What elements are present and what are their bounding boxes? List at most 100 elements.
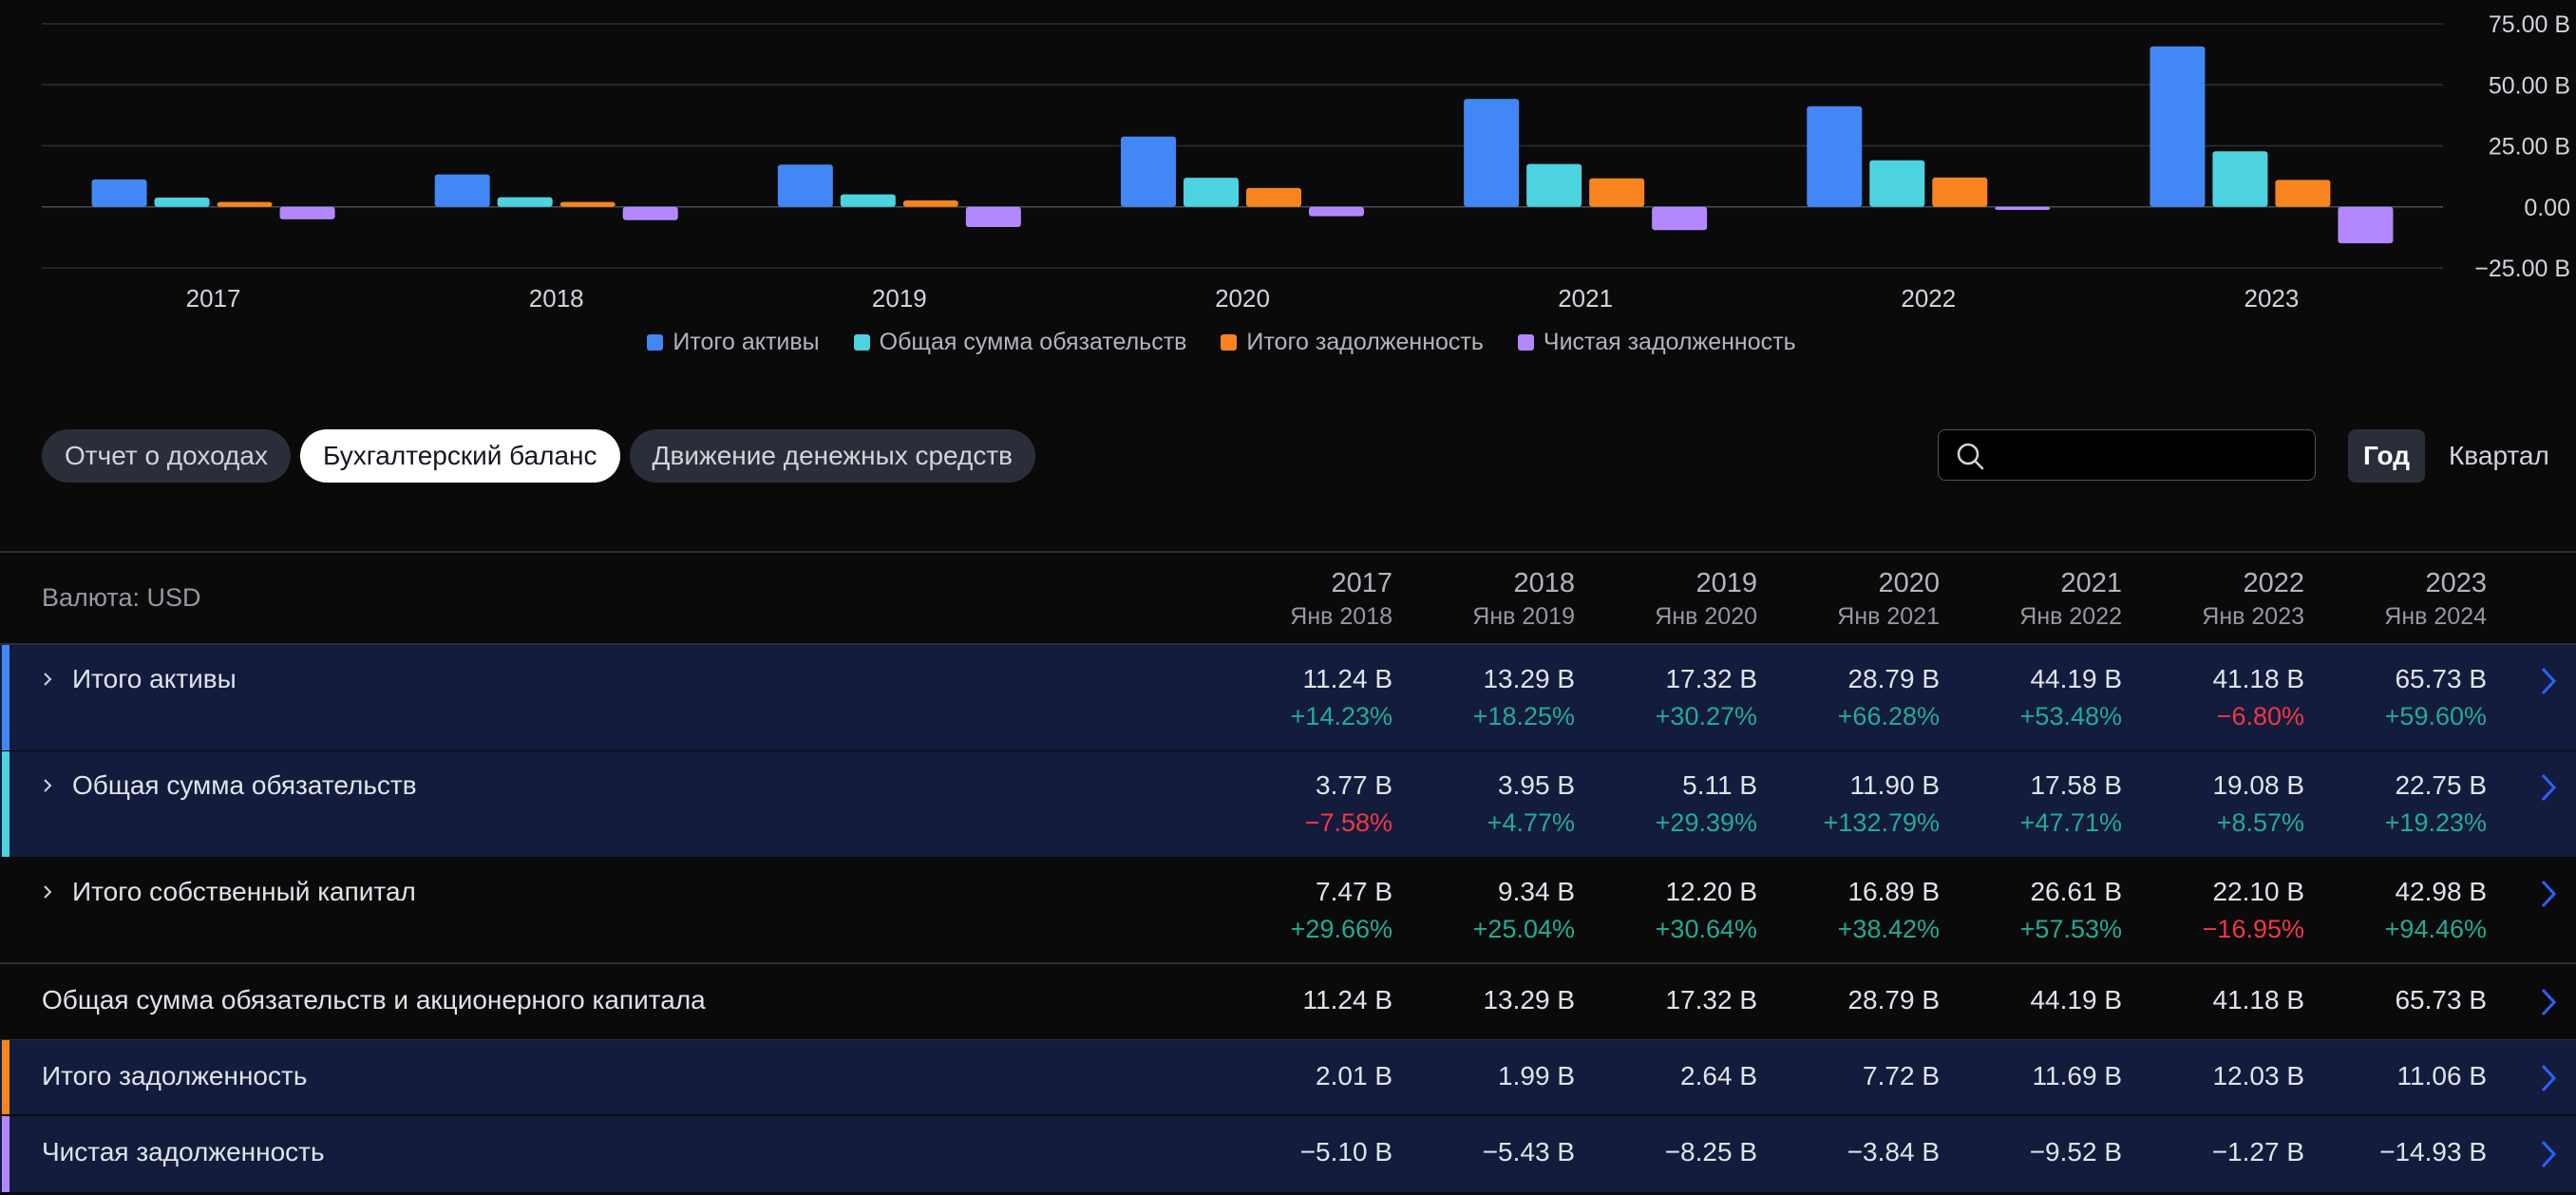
table-cell: 28.79 B +66.28%	[1769, 664, 1940, 731]
cell-change: +19.23%	[2384, 808, 2487, 837]
period-quarter-button[interactable]: Квартал	[2449, 441, 2549, 470]
row-label: Общая сумма обязательств и акционерного …	[42, 985, 706, 1015]
table-cell: −5.10 B	[1222, 1137, 1392, 1167]
period-year-button[interactable]: Год	[2348, 429, 2425, 483]
bar-2020-0	[1121, 136, 1176, 207]
bar-2020-1	[1184, 178, 1239, 207]
y-tick-label: 50.00 B	[2489, 72, 2570, 99]
cell-change: +30.27%	[1655, 702, 1757, 730]
cell-value: −5.43 B	[1482, 1137, 1575, 1167]
table-cell: −8.25 B	[1586, 1137, 1757, 1167]
cell-change: +47.71%	[2019, 808, 2122, 837]
legend-item-total-assets[interactable]: Итого активы	[647, 329, 820, 356]
chevron-right-icon[interactable]	[38, 670, 57, 689]
search-input[interactable]	[1938, 429, 2316, 481]
row-net-debt[interactable]: Чистая задолженность −5.10 B −5.43 B −8.25 …	[0, 1116, 2576, 1192]
cell-change: +25.04%	[1472, 915, 1575, 943]
cell-value: 17.58 B	[2030, 770, 2122, 800]
column-date: Янв 2019	[1472, 603, 1575, 630]
bar-2023-1	[2212, 151, 2268, 207]
cell-value: 22.10 B	[2212, 877, 2304, 906]
cell-change: +29.39%	[1655, 808, 1757, 837]
bar-2023-3	[2338, 206, 2394, 244]
legend-label: Итого активы	[672, 329, 820, 355]
cell-change: +57.53%	[2019, 915, 2122, 943]
chart-legend: Итого активы Общая сумма обязательств Ит…	[0, 329, 2443, 356]
bar-2018-1	[497, 197, 553, 207]
cell-value: 3.77 B	[1316, 770, 1392, 800]
cell-value: 2.64 B	[1680, 1061, 1757, 1091]
row-total-equity[interactable]: Итого собственный капитал 7.47 B +29.66% 9.…	[0, 858, 2576, 961]
row-total-assets[interactable]: Итого активы 11.24 B +14.23% 13.29 B +18.25%…	[0, 645, 2576, 750]
chevron-right-icon[interactable]	[38, 776, 57, 795]
chevron-right-icon[interactable]	[2538, 666, 2559, 696]
column-year: 2019	[1695, 568, 1757, 598]
chevron-right-icon[interactable]	[2538, 987, 2559, 1017]
legend-item-total-liabilities[interactable]: Общая сумма обязательств	[853, 329, 1186, 356]
cell-value: 11.69 B	[2032, 1061, 2122, 1091]
x-tick-label: 2017	[186, 284, 241, 313]
cell-value: 11.24 B	[1302, 985, 1392, 1015]
table-cell: 16.89 B +38.42%	[1769, 877, 1940, 944]
row-total-liabilities[interactable]: Общая сумма обязательств 3.77 B −7.58% 3.95…	[0, 751, 2576, 857]
bar-2017-1	[154, 198, 210, 207]
legend-item-net-debt[interactable]: Чистая задолженность	[1517, 329, 1796, 356]
chevron-right-icon[interactable]	[38, 882, 57, 901]
table-cell: 5.11 B +29.39%	[1586, 770, 1757, 838]
divider	[0, 962, 2576, 964]
y-tick-label: 75.00 B	[2489, 11, 2570, 38]
cell-change: +132.79%	[1823, 808, 1940, 837]
cell-value: −9.52 B	[2029, 1137, 2122, 1167]
chevron-right-icon[interactable]	[2538, 772, 2559, 803]
table-cell: 19.08 B +8.57%	[2133, 770, 2304, 838]
table-cell: 22.75 B +19.23%	[2316, 770, 2487, 838]
bar-2017-2	[217, 201, 273, 207]
cell-value: 12.20 B	[1665, 877, 1757, 906]
table-cell: 13.29 B	[1404, 985, 1575, 1015]
chevron-right-icon[interactable]	[2538, 1139, 2559, 1169]
cell-change: +14.23%	[1290, 702, 1392, 730]
table-cell: 28.79 B	[1769, 985, 1940, 1015]
row-label: Чистая задолженность	[42, 1137, 325, 1167]
chevron-right-icon[interactable]	[2538, 1063, 2559, 1093]
table-cell: 11.90 B +132.79%	[1769, 770, 1940, 838]
cell-value: 41.18 B	[2212, 664, 2304, 693]
legend-label: Итого задолженность	[1246, 329, 1484, 355]
table-cell: 13.29 B +18.25%	[1404, 664, 1575, 731]
y-tick-label: −25.00 B	[2474, 256, 2570, 282]
column-date: Янв 2022	[2019, 603, 2122, 630]
bar-2021-1	[1526, 163, 1582, 207]
cell-value: 41.18 B	[2212, 985, 2304, 1015]
chevron-right-icon[interactable]	[2538, 879, 2559, 909]
tab-income-statement[interactable]: Отчет о доходах	[42, 429, 291, 483]
table-cell: 41.18 B −6.80%	[2133, 664, 2304, 731]
row-total-liabilities-and-equity[interactable]: Общая сумма обязательств и акционерного …	[0, 964, 2576, 1038]
bar-2020-2	[1246, 187, 1301, 207]
column-header-2022: 2022 Янв 2023	[2133, 568, 2304, 631]
table-cell: −1.27 B	[2133, 1137, 2304, 1167]
table-cell: 11.24 B +14.23%	[1222, 664, 1392, 731]
bar-2018-2	[559, 201, 616, 207]
tab-balance-sheet[interactable]: Бухгалтерский баланс	[299, 429, 620, 483]
cell-change: +59.60%	[2384, 702, 2487, 730]
bar-2019-0	[777, 164, 833, 207]
row-total-debt[interactable]: Итого задолженность 2.01 B 1.99 B 2.64 B 7.7…	[0, 1040, 2576, 1114]
table-cell: 12.20 B +30.64%	[1586, 877, 1757, 944]
tab-cash-flow[interactable]: Движение денежных средств	[629, 429, 1036, 483]
balance-bar-chart: 75.00 B 50.00 B 25.00 B 0.00 −25.00 B 2017 201…	[42, 11, 2570, 313]
divider	[0, 551, 2576, 553]
table-cell: 17.58 B +47.71%	[1951, 770, 2122, 838]
table-cell: −14.93 B	[2316, 1137, 2487, 1167]
bar-2023-0	[2150, 46, 2206, 207]
cell-value: 13.29 B	[1483, 985, 1575, 1015]
currency-label: Валюта: USD	[42, 583, 201, 612]
statement-tabs: Отчет о доходах Бухгалтерский баланс Дви…	[42, 429, 1036, 483]
column-date: Янв 2021	[1837, 603, 1940, 630]
x-tick-label: 2018	[529, 284, 584, 313]
cell-change: +29.66%	[1290, 915, 1392, 943]
legend-item-total-debt[interactable]: Итого задолженность	[1221, 329, 1484, 356]
column-year: 2023	[2425, 568, 2487, 598]
table-cell: 26.61 B +57.53%	[1951, 877, 2122, 944]
column-header-2018: 2018 Янв 2019	[1404, 568, 1575, 631]
table-cell: 12.03 B	[2133, 1061, 2304, 1091]
